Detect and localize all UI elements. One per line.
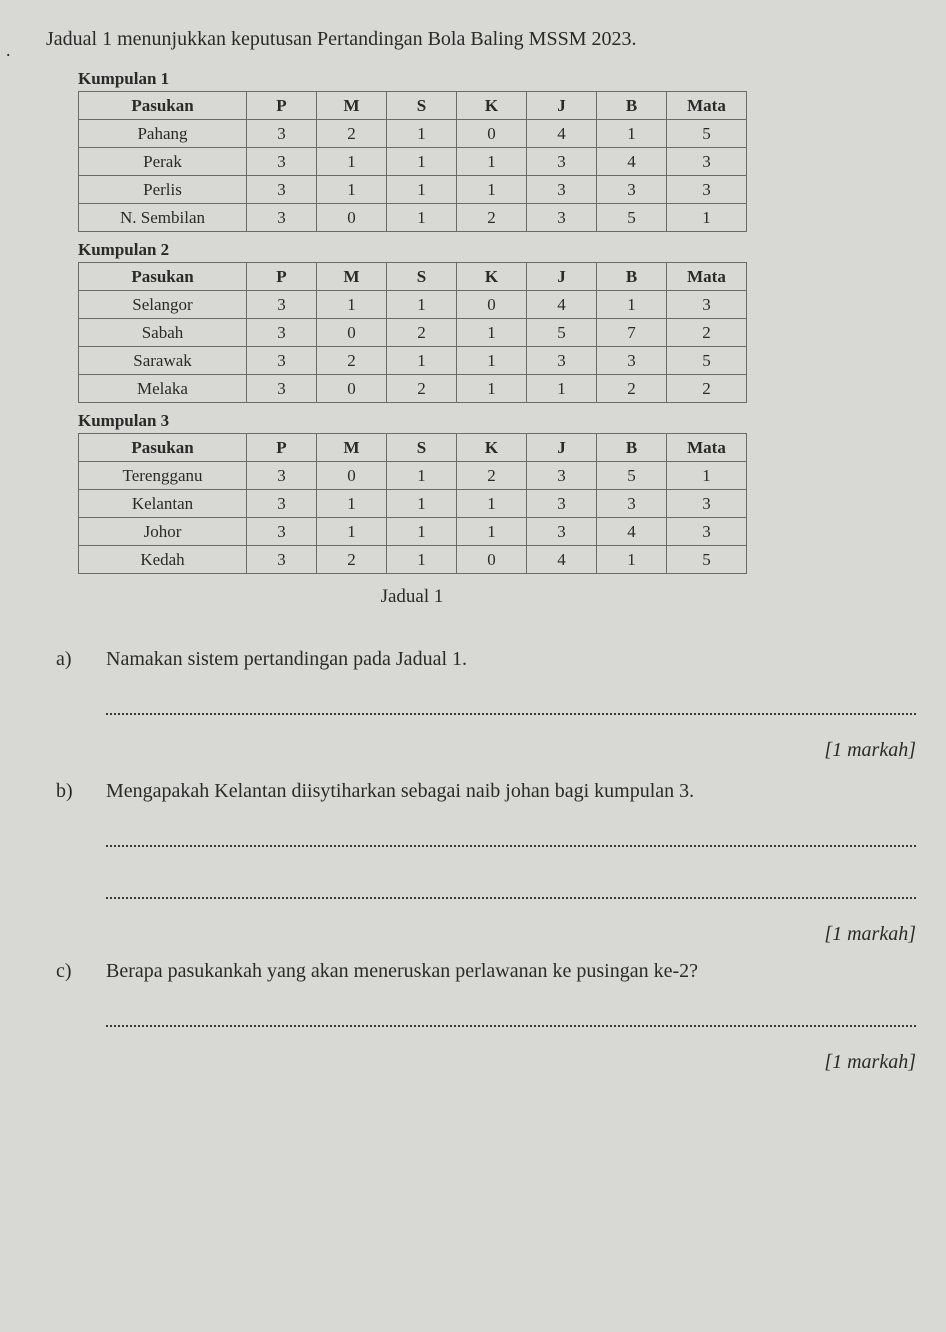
table-header-row: Pasukan P M S K J B Mata <box>79 263 747 291</box>
col-b: B <box>597 263 667 291</box>
col-mata: Mata <box>667 92 747 120</box>
group1-table: Pasukan P M S K J B Mata Pahang3210415 P… <box>78 91 747 232</box>
col-s: S <box>387 434 457 462</box>
answer-line <box>106 1003 916 1027</box>
table-row: Kelantan3111333 <box>79 490 747 518</box>
question-a-text: Namakan sistem pertandingan pada Jadual … <box>106 648 916 671</box>
marks-c: [1 markah] <box>56 1051 916 1074</box>
intro-text: Jadual 1 menunjukkan keputusan Pertandin… <box>46 28 926 51</box>
table-row: Perak3111343 <box>79 148 747 176</box>
col-p: P <box>247 434 317 462</box>
table-row: Kedah3210415 <box>79 546 747 574</box>
col-b: B <box>597 92 667 120</box>
question-b-text: Mengapakah Kelantan diisytiharkan sebaga… <box>106 780 916 803</box>
table-row: Pahang3210415 <box>79 120 747 148</box>
table-row: Terengganu3012351 <box>79 462 747 490</box>
question-b: b) Mengapakah Kelantan diisytiharkan seb… <box>56 780 926 899</box>
group2-table: Pasukan P M S K J B Mata Selangor3110413… <box>78 262 747 403</box>
col-mata: Mata <box>667 434 747 462</box>
col-s: S <box>387 263 457 291</box>
table-caption: Jadual 1 <box>78 586 746 608</box>
col-k: K <box>457 434 527 462</box>
table-row: N. Sembilan3012351 <box>79 204 747 232</box>
answer-line <box>106 691 916 715</box>
table-row: Melaka3021122 <box>79 375 747 403</box>
col-k: K <box>457 263 527 291</box>
col-m: M <box>317 263 387 291</box>
col-pasukan: Pasukan <box>79 92 247 120</box>
table-header-row: Pasukan P M S K J B Mata <box>79 92 747 120</box>
table-row: Sarawak3211335 <box>79 347 747 375</box>
table-row: Selangor3110413 <box>79 291 747 319</box>
question-a-label: a) <box>56 648 106 671</box>
table-row: Johor3111343 <box>79 518 747 546</box>
col-m: M <box>317 434 387 462</box>
col-p: P <box>247 92 317 120</box>
question-a: a) Namakan sistem pertandingan pada Jadu… <box>56 648 926 715</box>
col-j: J <box>527 263 597 291</box>
col-pasukan: Pasukan <box>79 434 247 462</box>
table-row: Sabah3021572 <box>79 319 747 347</box>
list-bullet: . <box>6 40 11 61</box>
col-k: K <box>457 92 527 120</box>
col-pasukan: Pasukan <box>79 263 247 291</box>
group3-label: Kumpulan 3 <box>78 411 926 431</box>
col-p: P <box>247 263 317 291</box>
question-b-label: b) <box>56 780 106 803</box>
marks-a: [1 markah] <box>56 739 916 762</box>
answer-line <box>106 823 916 847</box>
answer-line <box>106 875 916 899</box>
col-mata: Mata <box>667 263 747 291</box>
table-row: Perlis3111333 <box>79 176 747 204</box>
col-m: M <box>317 92 387 120</box>
question-c-text: Berapa pasukankah yang akan meneruskan p… <box>106 960 916 983</box>
marks-b: [1 markah] <box>56 923 916 946</box>
group3-table: Pasukan P M S K J B Mata Terengganu30123… <box>78 433 747 574</box>
group2-label: Kumpulan 2 <box>78 240 926 260</box>
col-b: B <box>597 434 667 462</box>
table-header-row: Pasukan P M S K J B Mata <box>79 434 747 462</box>
group1-label: Kumpulan 1 <box>78 69 926 89</box>
col-s: S <box>387 92 457 120</box>
question-c-label: c) <box>56 960 106 983</box>
col-j: J <box>527 434 597 462</box>
col-j: J <box>527 92 597 120</box>
question-c: c) Berapa pasukankah yang akan meneruska… <box>56 960 926 1027</box>
